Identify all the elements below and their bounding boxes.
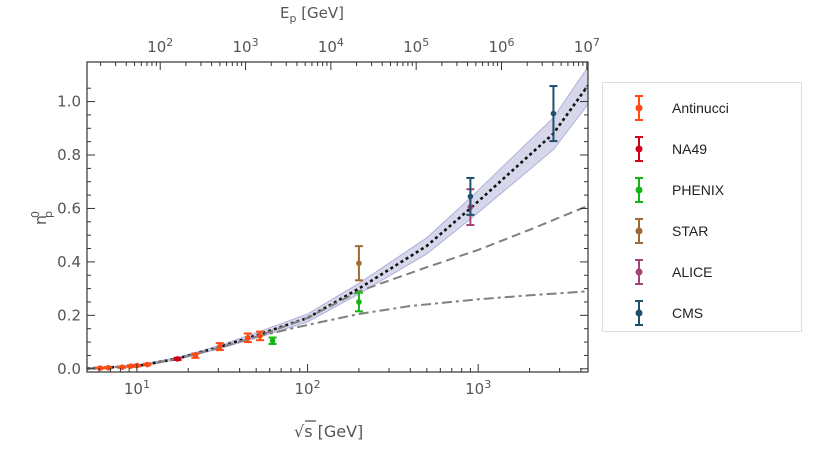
data-point-antinucci xyxy=(245,334,251,341)
data-point-antinucci xyxy=(127,363,134,369)
legend-marker xyxy=(635,259,643,285)
y-tick-label: 0.0 xyxy=(57,360,81,378)
legend: Antinucci NA49 PHENIX STAR ALICE CMS xyxy=(602,82,802,332)
dotted-curve xyxy=(87,84,588,370)
legend-marker xyxy=(635,95,643,121)
data-point-cms xyxy=(467,193,474,200)
data-point-na49 xyxy=(174,356,181,362)
top-tick-label: 104 xyxy=(318,36,344,56)
dashed-curve xyxy=(87,204,588,370)
legend-item-antinucci: Antinucci xyxy=(603,93,729,123)
x-tick-label: 102 xyxy=(295,378,321,398)
legend-label: STAR xyxy=(672,223,709,239)
y-tick-label: 0.2 xyxy=(57,306,81,324)
data-point-antinucci xyxy=(216,343,223,350)
top-tick-label: 103 xyxy=(232,36,258,56)
data-point-antinucci xyxy=(257,333,263,339)
legend-label: NA49 xyxy=(672,141,708,157)
y-tick-label: 1.0 xyxy=(57,93,81,111)
data-point-cms xyxy=(550,110,557,117)
legend-label: Antinucci xyxy=(672,100,729,116)
legend-marker xyxy=(635,177,643,203)
x-axis-label: √s [GeV] xyxy=(294,422,363,441)
plot-area xyxy=(87,65,588,371)
data-point-phenix xyxy=(269,337,276,344)
legend-marker xyxy=(635,218,643,244)
data-point-antinucci xyxy=(97,365,104,371)
legend-label: PHENIX xyxy=(672,182,725,198)
top-tick-label: 106 xyxy=(488,36,514,56)
top-tick-label: 107 xyxy=(574,36,600,56)
legend-item-na49: NA49 xyxy=(603,134,707,164)
x-tick-label: 103 xyxy=(465,378,491,398)
uncertainty-band xyxy=(87,65,588,370)
legend-item-alice: ALICE xyxy=(603,257,712,287)
data-point-antinucci xyxy=(144,361,151,368)
x-tick-label: 101 xyxy=(124,378,150,398)
y-axis-label: n0p xyxy=(29,211,55,225)
legend-marker xyxy=(635,136,643,162)
legend-label: CMS xyxy=(672,305,704,321)
plot-frame xyxy=(86,61,589,373)
y-tick-label: 0.4 xyxy=(57,253,81,271)
dashdot-curve xyxy=(255,290,588,338)
top-tick-label: 105 xyxy=(403,36,429,56)
data-point-antinucci xyxy=(192,352,199,359)
legend-item-phenix: PHENIX xyxy=(603,175,724,205)
data-point-antinucci xyxy=(105,364,112,371)
legend-label: ALICE xyxy=(672,264,713,280)
top-tick-label: 102 xyxy=(147,36,173,56)
legend-item-star: STAR xyxy=(603,216,708,246)
data-point-star xyxy=(356,260,362,267)
y-tick-label: 0.6 xyxy=(57,199,81,217)
legend-item-cms: CMS xyxy=(603,298,703,328)
legend-marker xyxy=(635,300,643,326)
top-axis-label: Ep [GeV] xyxy=(280,4,344,25)
y-tick-label: 0.8 xyxy=(57,146,81,164)
data-point-phenix xyxy=(356,299,362,305)
